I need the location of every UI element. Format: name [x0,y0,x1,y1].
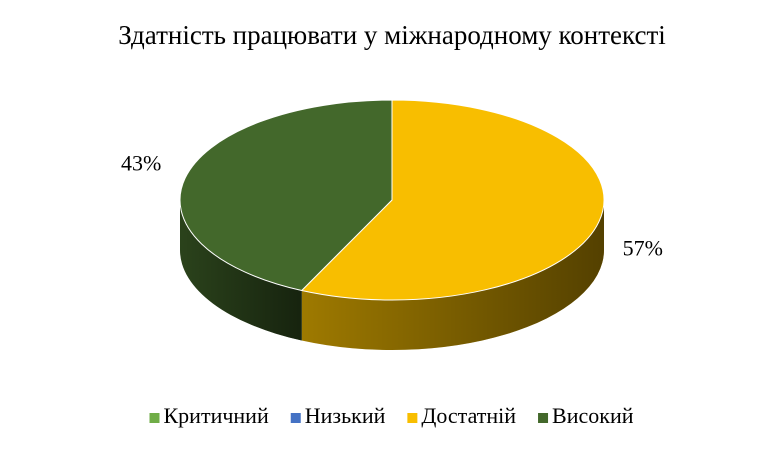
legend: Критичний Низький Достатній Високий [149,403,634,428]
pie-slice [179,99,393,292]
legend-swatch [290,413,301,423]
legend-label: Високий [552,403,634,428]
legend-swatch [149,413,160,423]
data-label: 43% [121,151,161,176]
data-label: 57% [623,236,663,261]
chart-title: Здатність працювати у міжнародному конте… [118,20,666,50]
legend-label: Критичний [164,403,269,428]
legend-swatch [538,413,549,423]
pie-side-shade [301,200,604,350]
pie-slice [300,99,605,301]
legend-swatch [407,413,418,423]
data-labels: 57% 43% [121,151,663,261]
pie-tops [179,99,605,301]
legend-label: Достатній [421,403,516,428]
legend-label: Низький [305,403,386,428]
